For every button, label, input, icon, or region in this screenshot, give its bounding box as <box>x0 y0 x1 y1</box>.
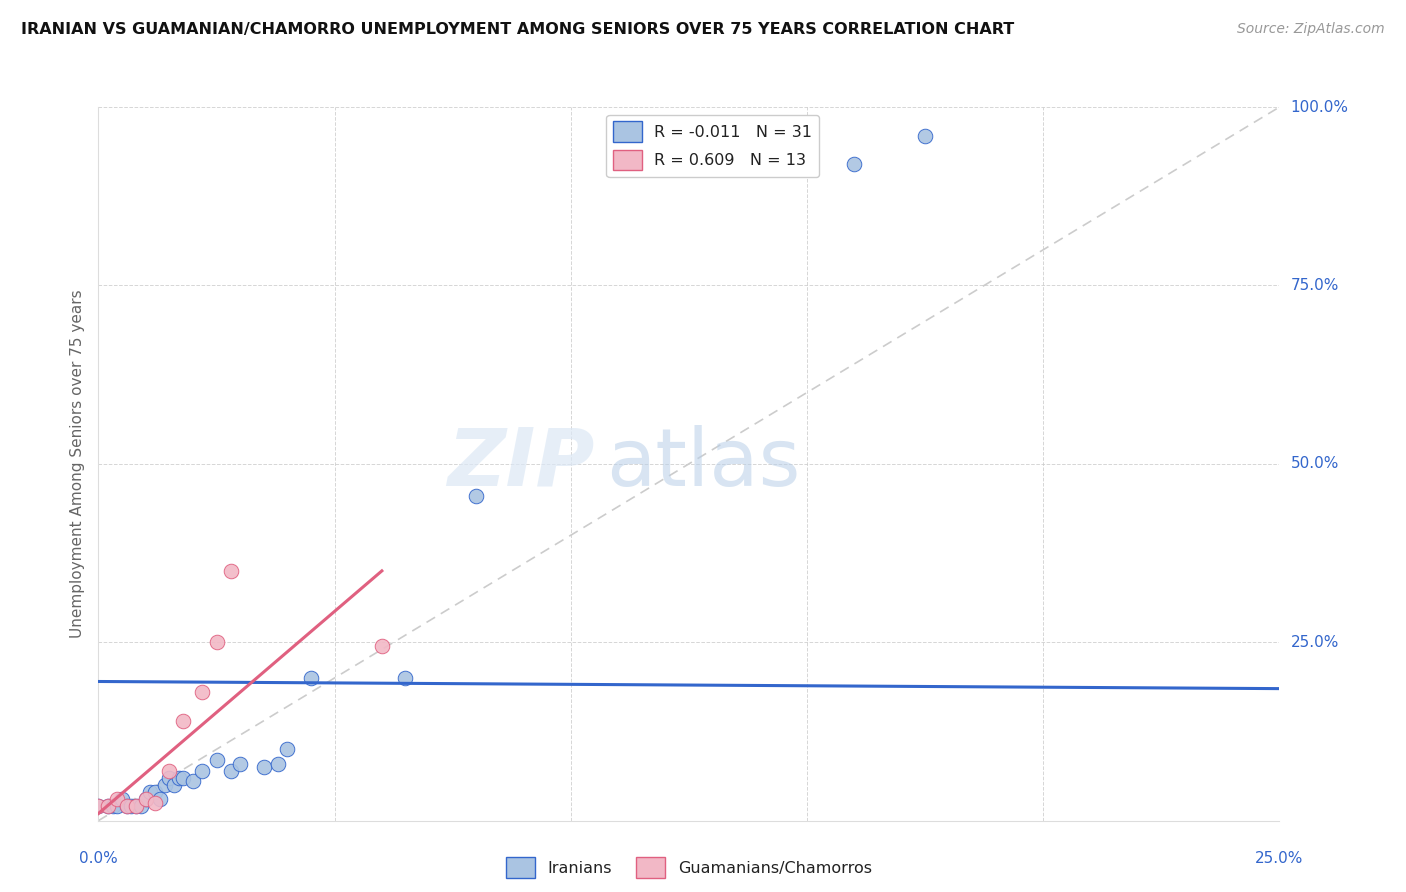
Point <box>125 799 148 814</box>
Y-axis label: Unemployment Among Seniors over 75 years: Unemployment Among Seniors over 75 years <box>70 290 86 638</box>
Point <box>157 764 180 778</box>
Text: IRANIAN VS GUAMANIAN/CHAMORRO UNEMPLOYMENT AMONG SENIORS OVER 75 YEARS CORRELATI: IRANIAN VS GUAMANIAN/CHAMORRO UNEMPLOYME… <box>21 22 1014 37</box>
Point <box>125 799 148 814</box>
Point <box>115 799 138 814</box>
Point <box>101 799 124 814</box>
Point <box>172 771 194 785</box>
Text: 75.0%: 75.0% <box>1291 278 1339 293</box>
Legend: Iranians, Guamanians/Chamorros: Iranians, Guamanians/Chamorros <box>499 851 879 884</box>
Point <box>115 799 138 814</box>
Point <box>299 671 322 685</box>
Text: 25.0%: 25.0% <box>1256 851 1303 866</box>
Point <box>129 799 152 814</box>
Point <box>135 792 157 806</box>
Point <box>181 774 204 789</box>
Point <box>157 771 180 785</box>
Point <box>87 799 110 814</box>
Point <box>121 799 143 814</box>
Point <box>153 778 176 792</box>
Point <box>276 742 298 756</box>
Text: ZIP: ZIP <box>447 425 595 503</box>
Point <box>465 489 488 503</box>
Point <box>229 756 252 771</box>
Point <box>105 792 128 806</box>
Point <box>139 785 162 799</box>
Point <box>149 792 172 806</box>
Point <box>191 764 214 778</box>
Point <box>135 792 157 806</box>
Point <box>143 796 166 810</box>
Point <box>394 671 416 685</box>
Text: 50.0%: 50.0% <box>1291 457 1339 471</box>
Point <box>97 799 120 814</box>
Text: 25.0%: 25.0% <box>1291 635 1339 649</box>
Text: 0.0%: 0.0% <box>79 851 118 866</box>
Point <box>172 714 194 728</box>
Point <box>111 792 134 806</box>
Point <box>105 799 128 814</box>
Point <box>143 785 166 799</box>
Point <box>253 760 276 774</box>
Point <box>267 756 290 771</box>
Text: atlas: atlas <box>606 425 800 503</box>
Text: 100.0%: 100.0% <box>1291 100 1348 114</box>
Point <box>205 635 228 649</box>
Point <box>205 753 228 767</box>
Text: Source: ZipAtlas.com: Source: ZipAtlas.com <box>1237 22 1385 37</box>
Point <box>914 128 936 143</box>
Point <box>219 764 242 778</box>
Point <box>87 799 110 814</box>
Point <box>844 157 866 171</box>
Point <box>163 778 186 792</box>
Point <box>97 799 120 814</box>
Point <box>371 639 394 653</box>
Point <box>219 564 242 578</box>
Point <box>191 685 214 699</box>
Point <box>167 771 190 785</box>
